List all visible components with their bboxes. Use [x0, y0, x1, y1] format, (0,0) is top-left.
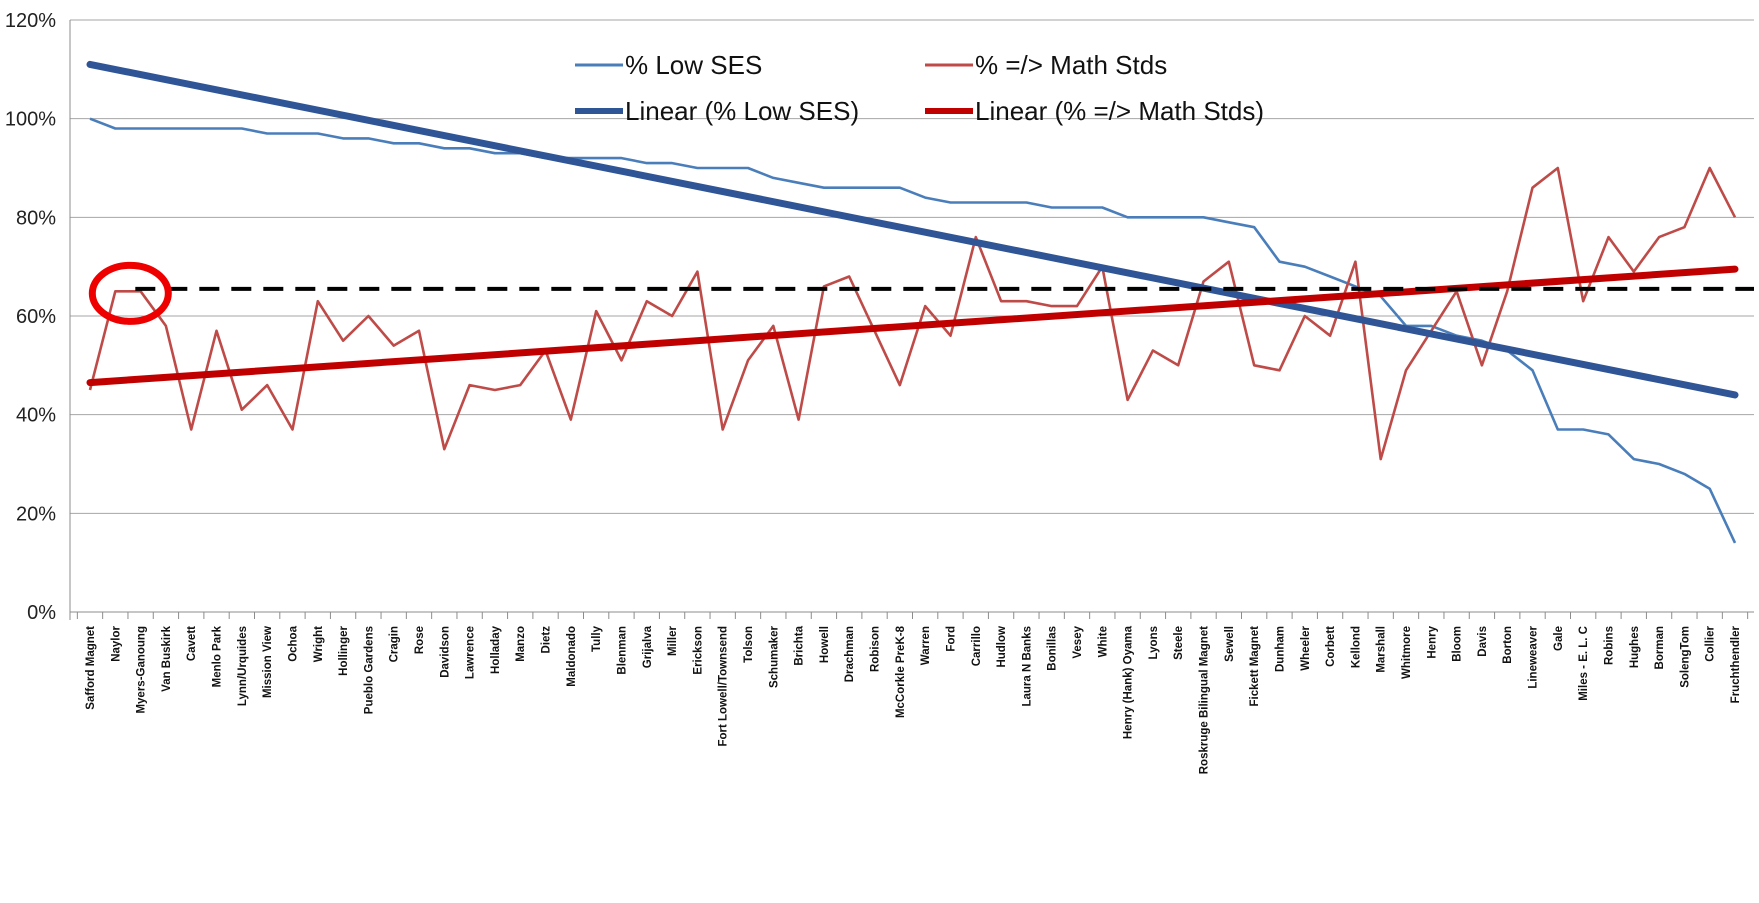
x-tick-label: Bonillas	[1047, 626, 1059, 671]
y-tick-label: 80%	[16, 207, 56, 229]
x-tick-label: Henry	[1426, 625, 1438, 658]
x-tick-label: Tully	[591, 625, 603, 652]
x-axis: Safford Magnet Naylor Myers-Ganoung Van Bus…	[70, 611, 1754, 774]
x-tick-label: Collier	[1705, 625, 1717, 661]
x-tick-label: Pueblo Gardens	[363, 626, 375, 714]
x-tick-label: Ochoa	[287, 625, 299, 661]
x-tick-label: Wheeler	[1300, 625, 1312, 670]
legend-label-0: % Low SES	[625, 50, 762, 80]
x-tick-label: Safford Magnet	[85, 626, 97, 710]
x-tick-label: Steele	[1173, 626, 1185, 660]
x-tick-label: Lineweaver	[1528, 625, 1540, 688]
x-tick-label: Rose	[414, 626, 426, 654]
x-tick-label: Lawrence	[465, 626, 477, 679]
legend-label-1: % =/> Math Stds	[975, 50, 1167, 80]
x-tick-label: Whitmore	[1401, 626, 1413, 679]
x-tick-label: Vesey	[1072, 625, 1084, 658]
x-tick-label: Cavett	[186, 626, 198, 661]
y-tick-label: 120%	[5, 10, 56, 32]
trend-line-3	[86, 265, 1739, 387]
x-tick-label: Kellond	[1350, 626, 1362, 668]
x-tick-label: Henry (Hank) Oyama	[1123, 625, 1135, 739]
x-tick-label: Fruchthendler	[1730, 625, 1742, 703]
x-tick-label: Fort Lowell/Townsend	[718, 626, 730, 747]
x-tick-label: Lynn/Urquides	[237, 626, 249, 706]
x-tick-label: Van Buskirk	[161, 625, 173, 691]
x-tick-label: Tolson	[743, 626, 755, 663]
x-tick-label: Lyons	[1148, 626, 1160, 659]
x-tick-label: Maldonado	[566, 626, 578, 687]
y-tick-label: 40%	[16, 405, 56, 427]
x-tick-label: Drachman	[844, 626, 856, 682]
x-tick-label: Manzo	[515, 626, 527, 662]
x-tick-label: White	[1097, 626, 1109, 657]
legend-label-3: Linear (% =/> Math Stds)	[975, 96, 1264, 126]
x-tick-label: Laura N Banks	[1021, 626, 1033, 707]
y-axis: 0% 20% 40% 60% 80% 100% 120%	[5, 10, 71, 624]
x-tick-label: SolengTom	[1679, 626, 1691, 688]
x-tick-label: Myers-Ganoung	[136, 626, 148, 714]
x-tick-label: Hollinger	[338, 625, 350, 675]
x-tick-label: Menlo Park	[212, 625, 224, 687]
x-tick-label: Blenman	[616, 626, 628, 675]
x-tick-label: Miller	[667, 625, 679, 656]
y-tick-label: 100%	[5, 109, 56, 131]
x-tick-label: Mission View	[262, 626, 274, 698]
x-tick-label: Fickett Magnet	[1249, 626, 1261, 707]
x-tick-label: Robison	[870, 626, 882, 672]
x-tick-label: Corbett	[1325, 626, 1337, 667]
trend-line-2	[86, 60, 1739, 399]
x-tick-label: Borton	[1502, 626, 1514, 664]
x-tick-label: Holladay	[490, 625, 502, 674]
x-tick-label: Grijalva	[642, 625, 654, 668]
x-tick-label: Cragin	[389, 626, 401, 662]
x-tick-label: Brichta	[794, 625, 806, 665]
highlight-circle	[88, 261, 172, 325]
x-tick-label: Howell	[819, 626, 831, 663]
x-tick-label: Dunham	[1274, 626, 1286, 672]
y-tick-label: 60%	[16, 306, 56, 328]
x-tick-label: Hudlow	[996, 626, 1008, 668]
x-tick-label: Wright	[313, 626, 325, 662]
series-line-1	[88, 166, 1737, 461]
x-tick-label: Borman	[1654, 626, 1666, 669]
x-tick-label: Schumaker	[768, 625, 780, 688]
plot-area	[86, 60, 1754, 544]
x-tick-label: Warren	[920, 626, 932, 665]
x-tick-label: McCorkle PreK-8	[895, 625, 907, 718]
x-tick-label: Erickson	[692, 626, 704, 675]
legend: % Low SES % =/> Math Stds Linear (% Low SE…	[575, 50, 1264, 126]
x-tick-label: Sewell	[1224, 626, 1236, 662]
legend-label-2: Linear (% Low SES)	[625, 96, 859, 126]
x-tick-label: Naylor	[110, 625, 122, 661]
x-tick-label: Gale	[1553, 626, 1565, 651]
x-tick-label: Davidson	[439, 626, 451, 678]
x-tick-label: Dietz	[541, 626, 553, 654]
x-tick-label: Roskruge Bilingual Magnet	[1199, 626, 1211, 774]
x-tick-label: Marshall	[1376, 626, 1388, 673]
x-tick-label: Robins	[1603, 626, 1615, 665]
x-tick-label: Bloom	[1452, 626, 1464, 662]
x-tick-label: Davis	[1477, 626, 1489, 657]
x-tick-label: Carrillo	[971, 626, 983, 666]
y-tick-label: 0%	[27, 602, 56, 624]
x-tick-label: Hughes	[1629, 626, 1641, 668]
x-tick-label: Ford	[945, 626, 957, 652]
x-tick-label: Miles - E. L. C	[1578, 626, 1590, 701]
y-tick-label: 20%	[16, 503, 56, 525]
